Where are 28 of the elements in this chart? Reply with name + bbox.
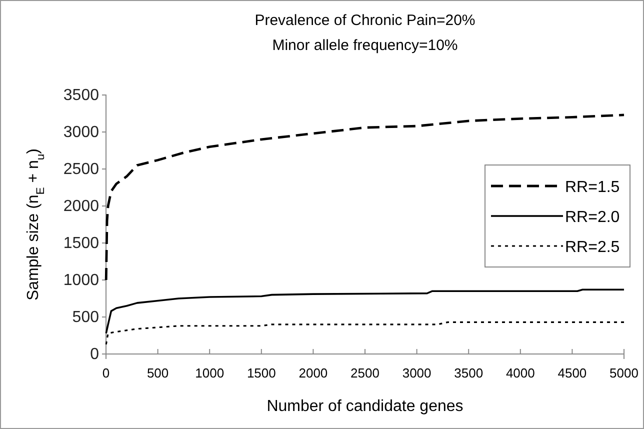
line-series — [105, 288, 625, 334]
y-tick-label: 2000 — [63, 198, 100, 216]
y-tick-label: 1500 — [63, 235, 100, 252]
x-axis-title: Number of candidate genes — [266, 398, 464, 415]
legend-label: RR=1.5 — [565, 179, 620, 196]
x-tick-label: 2500 — [350, 366, 380, 381]
x-tick-label: 4000 — [506, 366, 535, 381]
line-series — [105, 321, 625, 346]
legend-label: RR=2.5 — [565, 239, 620, 256]
x-tick-label: 1500 — [246, 366, 276, 381]
chart-title: Prevalence of Chronic Pain=20% — [254, 12, 476, 29]
y-tick-label: 3000 — [63, 124, 100, 142]
y-tick-label: 0 — [90, 346, 100, 364]
y-tick-label: 1000 — [63, 272, 100, 290]
legend-label: RR=2.0 — [565, 209, 620, 226]
x-tick-label: 2000 — [298, 366, 328, 381]
x-tick-label: 5000 — [610, 366, 638, 381]
y-tick-label: 3500 — [63, 87, 100, 104]
x-tick-label: 3000 — [402, 366, 432, 381]
x-tick-label: 500 — [146, 366, 169, 381]
x-tick-label: 0 — [102, 366, 110, 381]
chart-subtitle: Minor allele frequency=10% — [272, 37, 458, 54]
y-tick-label: 500 — [72, 309, 100, 326]
x-tick-label: 1000 — [195, 366, 224, 381]
x-tick-label: 3500 — [454, 366, 484, 381]
line-series — [104, 114, 626, 282]
x-tick-label: 4500 — [558, 366, 587, 381]
y-tick-label: 2500 — [63, 161, 100, 178]
